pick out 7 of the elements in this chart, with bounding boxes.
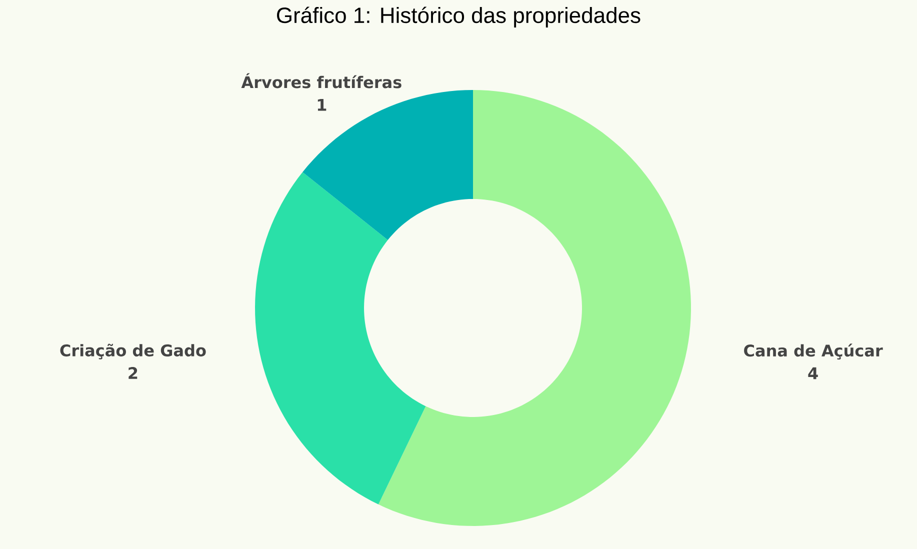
data-label: 2	[128, 367, 138, 379]
slice-label: Cana de Açúcar	[744, 344, 883, 360]
slice-label: Árvores frutíferas	[241, 73, 402, 88]
slice-label: Criação de Gado	[60, 344, 206, 360]
chart-title: Gráfico 1: Histórico das propriedades	[277, 6, 640, 28]
data-label: 4	[808, 367, 818, 380]
data-label: 1	[318, 99, 326, 111]
